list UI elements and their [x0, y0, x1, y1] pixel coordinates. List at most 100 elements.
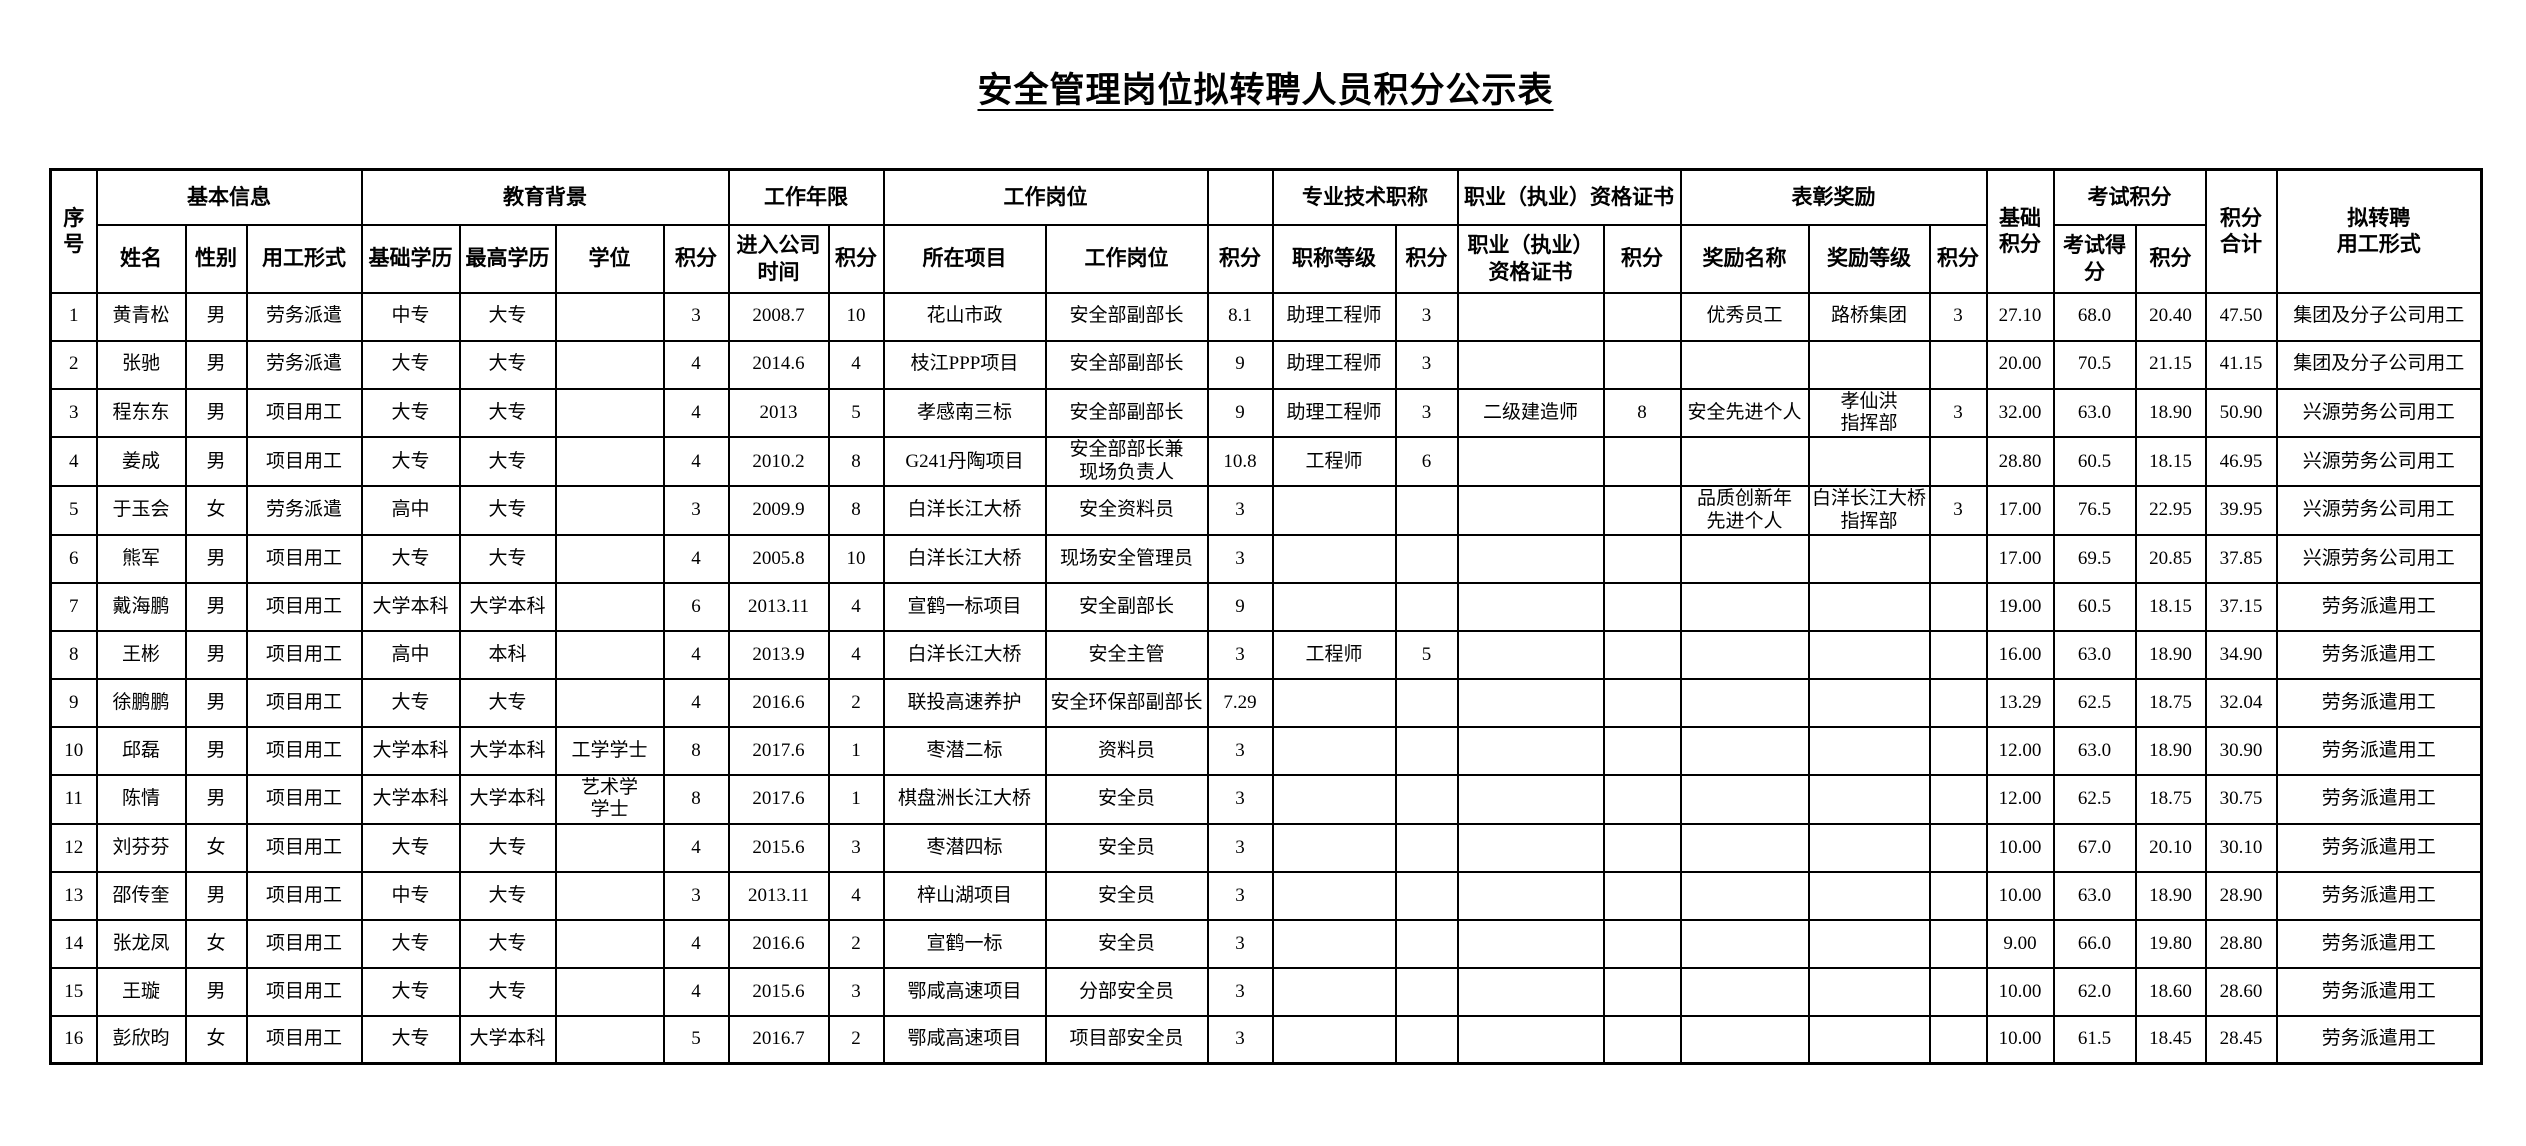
- table-cell: 男: [184, 870, 248, 921]
- table-cell: [554, 533, 665, 584]
- table-cell: 18.15: [2134, 581, 2207, 632]
- table-cell: 8: [49, 629, 98, 680]
- table-cell: 13: [49, 870, 98, 921]
- table-cell: 白洋长江大桥 指挥部: [1807, 485, 1931, 536]
- table-cell: [1456, 629, 1605, 680]
- table-cell: [1271, 870, 1397, 921]
- table-cell: [554, 870, 665, 921]
- table-cell: 60.5: [2052, 436, 2137, 488]
- table-cell: [1679, 677, 1810, 728]
- table-cell: [1679, 581, 1810, 632]
- table-cell: [1807, 725, 1931, 776]
- group-header-cert: 职业（执业）资格证书: [1456, 168, 1682, 226]
- table-cell: 男: [184, 773, 248, 825]
- table-cell: 枝江PPP项目: [882, 339, 1047, 390]
- table-cell: 兴源劳务公司用工: [2275, 436, 2483, 488]
- table-row: 10 邱磊男项目用工 大学本科 大学本科 工学学士 8 2017.6 1 枣潜二标 资料员 3 12.…: [49, 725, 2483, 776]
- table-cell: 3: [1206, 1014, 1274, 1065]
- table-cell: 9: [1206, 581, 1274, 632]
- table-cell: 12.00: [1985, 725, 2055, 776]
- table-cell: 安全部副部长: [1044, 339, 1209, 390]
- table-cell: 20.10: [2134, 822, 2207, 873]
- table-cell: 女: [184, 1014, 248, 1065]
- table-cell: 程东东: [95, 387, 187, 439]
- table-cell: 戴海鹏: [95, 581, 187, 632]
- table-cell: 集团及分子公司用工: [2275, 291, 2483, 342]
- table-cell: 路桥集团: [1807, 291, 1931, 342]
- table-cell: 6: [662, 581, 730, 632]
- table-cell: 28.80: [1985, 436, 2055, 488]
- table-cell: [554, 918, 665, 969]
- column-header-join-time: 进入公司 时间: [727, 223, 830, 294]
- table-cell: 徐鹏鹏: [95, 677, 187, 728]
- table-cell: 18.90: [2134, 629, 2207, 680]
- table-cell: 邱磊: [95, 725, 187, 776]
- table-cell: 梓山湖项目: [882, 870, 1047, 921]
- table-cell: 鄂咸高速项目: [882, 966, 1047, 1017]
- table-cell: 项目用工: [245, 1014, 363, 1065]
- table-cell: 32.04: [2204, 677, 2278, 728]
- table-cell: 大专: [360, 677, 461, 728]
- table-cell: 大专: [458, 966, 557, 1017]
- table-cell: 17.00: [1985, 533, 2055, 584]
- table-cell: 3: [1206, 918, 1274, 969]
- table-cell: 3: [827, 822, 885, 873]
- table-cell: [1394, 870, 1459, 921]
- table-cell: 70.5: [2052, 339, 2137, 390]
- table-cell: 3: [1206, 870, 1274, 921]
- table-cell: 现场安全管理员: [1044, 533, 1209, 584]
- table-cell: 项目用工: [245, 677, 363, 728]
- table-cell: 资料员: [1044, 725, 1209, 776]
- column-header-award-level: 奖励等级: [1807, 223, 1931, 294]
- table-cell: [1679, 436, 1810, 488]
- table-cell: 30.90: [2204, 725, 2278, 776]
- table-cell: [1928, 966, 1988, 1017]
- table-cell: 大学本科: [458, 725, 557, 776]
- table-cell: 4: [662, 918, 730, 969]
- table-cell: [1679, 773, 1810, 825]
- table-cell: [1271, 677, 1397, 728]
- table-cell: 大学本科: [458, 1014, 557, 1065]
- table-row: 12 刘芬芬女项目用工 大专 大专 4 2015.6 3 枣潜四标 安全员 3 10.00 67.0 2…: [49, 822, 2483, 873]
- column-header-title-level: 职称等级: [1271, 223, 1397, 294]
- table-cell: 6: [49, 533, 98, 584]
- table-cell: 68.0: [2052, 291, 2137, 342]
- table-cell: 18.90: [2134, 870, 2207, 921]
- table-cell: 枣潜二标: [882, 725, 1047, 776]
- table-cell: 18.90: [2134, 387, 2207, 439]
- table-cell: 3: [827, 966, 885, 1017]
- table-cell: 4: [827, 581, 885, 632]
- table-cell: 4: [827, 629, 885, 680]
- table-cell: 安全员: [1044, 822, 1209, 873]
- table-cell: 30.10: [2204, 822, 2278, 873]
- table-cell: 2: [827, 918, 885, 969]
- table-row: 7 戴海鹏男项目用工 大学本科 大学本科 6 2013.11 4 宣鹤一标项目 安全副部长 9 19…: [49, 581, 2483, 632]
- table-cell: 彭欣昀: [95, 1014, 187, 1065]
- table-cell: 16: [49, 1014, 98, 1065]
- table-cell: 3: [662, 485, 730, 536]
- table-cell: 28.45: [2204, 1014, 2278, 1065]
- table-cell: 大专: [458, 291, 557, 342]
- table-cell: 劳务派遣用工: [2275, 725, 2483, 776]
- table-cell: [1456, 773, 1605, 825]
- column-header-title-score: 积分: [1394, 223, 1459, 294]
- table-cell: [1271, 918, 1397, 969]
- table-cell: [1456, 966, 1605, 1017]
- table-cell: 高中: [360, 629, 461, 680]
- table-cell: [1807, 870, 1931, 921]
- table-cell: [554, 966, 665, 1017]
- table-cell: [1456, 1014, 1605, 1065]
- table-cell: 邵传奎: [95, 870, 187, 921]
- table-cell: [1394, 485, 1459, 536]
- table-header: 序号 基本信息 教育背景 工作年限 工作岗位 专业技术职称 职业（执业）资格证书…: [49, 168, 2483, 294]
- table-cell: 劳务派遣用工: [2275, 918, 2483, 969]
- table-cell: 男: [184, 629, 248, 680]
- table-cell: 8: [662, 773, 730, 825]
- table-cell: 大学本科: [360, 773, 461, 825]
- table-cell: 3: [1928, 485, 1988, 536]
- table-cell: 安全员: [1044, 918, 1209, 969]
- table-cell: 60.5: [2052, 581, 2137, 632]
- table-cell: 2013.11: [727, 581, 830, 632]
- table-cell: 项目用工: [245, 533, 363, 584]
- table-cell: [1271, 485, 1397, 536]
